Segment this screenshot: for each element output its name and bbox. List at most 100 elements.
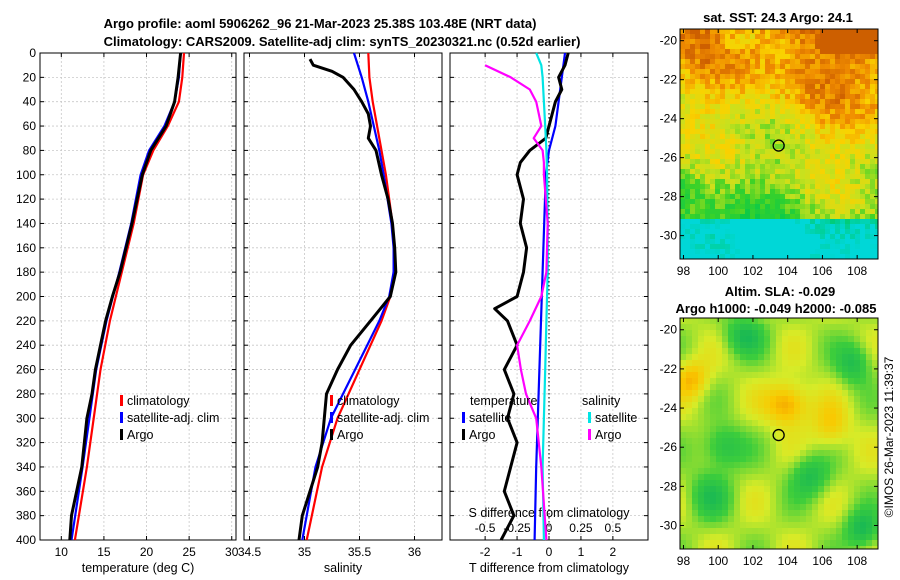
sst-map-cell xyxy=(805,84,811,90)
sst-map-cell xyxy=(860,89,866,95)
sla-map-cell xyxy=(734,390,741,397)
sst-map-cell xyxy=(730,244,736,250)
sst-map-cell xyxy=(775,94,781,100)
sst-map-cell xyxy=(845,159,851,165)
sst-map-cell xyxy=(850,199,856,205)
sla-map-cell xyxy=(812,426,819,433)
sst-map-cell xyxy=(760,124,766,130)
sla-map-cell xyxy=(842,408,849,415)
sla-map-cell xyxy=(704,354,711,361)
sla-map-cell xyxy=(740,510,747,517)
sla-map-cell xyxy=(764,510,771,517)
sst-map-cell xyxy=(760,49,766,55)
sst-map-cell xyxy=(725,239,731,245)
sst-map-cell xyxy=(680,214,686,220)
sla-map-cell xyxy=(698,468,705,475)
sal-line-satellite-adj-clim xyxy=(301,52,395,541)
sst-map-cell xyxy=(815,164,821,170)
temp-legend-1-label: satellite-adj. clim xyxy=(127,411,219,425)
sla-map-cell xyxy=(752,486,759,493)
sst-map-cell xyxy=(680,179,686,185)
sst-map-cell xyxy=(730,34,736,40)
sst-map-cell xyxy=(730,174,736,180)
sla-map-cell xyxy=(710,348,717,355)
sst-map-cell xyxy=(700,149,706,155)
sst-map-cell xyxy=(710,74,716,80)
sla-map-cell xyxy=(800,444,807,451)
depth-tick-label: 400 xyxy=(16,533,36,547)
sla-map-cell xyxy=(722,372,729,379)
sla-map-cell xyxy=(860,540,867,547)
sla-map-cell xyxy=(824,372,831,379)
sst-map-cell xyxy=(745,94,751,100)
sla-map-cell xyxy=(758,426,765,433)
sst-map-cell xyxy=(805,159,811,165)
sla-map-cell xyxy=(788,426,795,433)
sst-map-cell xyxy=(765,229,771,235)
sla-map-cell xyxy=(746,420,753,427)
sst-map-cell xyxy=(680,189,686,195)
sst-map-cell xyxy=(875,199,879,205)
sst-map-cell xyxy=(765,209,771,215)
sst-map-cell xyxy=(815,204,821,210)
sst-map-cell xyxy=(860,149,866,155)
sst-map-cell xyxy=(875,149,879,155)
sst-map-cell xyxy=(840,219,846,225)
sst-map-cell xyxy=(815,34,821,40)
sst-map-cell xyxy=(835,59,841,65)
sst-map-cell xyxy=(810,114,816,120)
sla-map-cell xyxy=(788,486,795,493)
sst-map-cell xyxy=(835,149,841,155)
sla-map-cell xyxy=(842,330,849,337)
sst-map-cell xyxy=(700,29,706,35)
sla-map-cell xyxy=(830,486,837,493)
sla-map-cell xyxy=(698,522,705,529)
sst-map-cell xyxy=(870,84,876,90)
sst-map-cell xyxy=(870,29,876,35)
sst-map-cell xyxy=(695,219,701,225)
sst-map-cell xyxy=(825,174,831,180)
sst-map-cell xyxy=(685,129,691,135)
sla-map-cell xyxy=(758,540,765,547)
sst-map-cell xyxy=(750,249,756,255)
sst-map-cell xyxy=(685,219,691,225)
sst-map-cell xyxy=(775,59,781,65)
sla-map-cell xyxy=(800,324,807,331)
sst-map-cell xyxy=(800,69,806,75)
sst-map-cell xyxy=(740,169,746,175)
sla-map-cell xyxy=(764,342,771,349)
sla-map-cell xyxy=(770,516,777,523)
sst-map-cell xyxy=(770,114,776,120)
sst-map-cell xyxy=(750,109,756,115)
sst-map-cell xyxy=(700,109,706,115)
sst-map-cell xyxy=(685,109,691,115)
sla-map-cell xyxy=(806,534,813,541)
sst-map-cell xyxy=(715,214,721,220)
sla-map-cell xyxy=(758,474,765,481)
sla-map-cell xyxy=(764,378,771,385)
sla-map-cell xyxy=(716,432,723,439)
sla-map-cell xyxy=(680,336,687,343)
sst-map-cell xyxy=(845,174,851,180)
sla-map-cell xyxy=(686,318,693,325)
sst-map-cell xyxy=(705,69,711,75)
sst-map-cell xyxy=(790,144,796,150)
sst-map-cell xyxy=(745,39,751,45)
sla-map-cell xyxy=(722,522,729,529)
sst-map-cell xyxy=(705,59,711,65)
sla-map-cell xyxy=(758,522,765,529)
sla-map-cell xyxy=(740,360,747,367)
sla-map-cell xyxy=(752,378,759,385)
sst-map-cell xyxy=(795,224,801,230)
sst-map-cell xyxy=(700,54,706,60)
sst-map-cell xyxy=(730,229,736,235)
sla-map-cell xyxy=(794,516,801,523)
sst-map-cell xyxy=(700,124,706,130)
sst-map-cell xyxy=(855,244,861,250)
sst-map-cell xyxy=(730,99,736,105)
sla-map-cell xyxy=(704,372,711,379)
sla-map-cell xyxy=(740,324,747,331)
sst-map-cell xyxy=(725,94,731,100)
sst-map-cell xyxy=(830,44,836,50)
sst-map-cell xyxy=(875,94,879,100)
